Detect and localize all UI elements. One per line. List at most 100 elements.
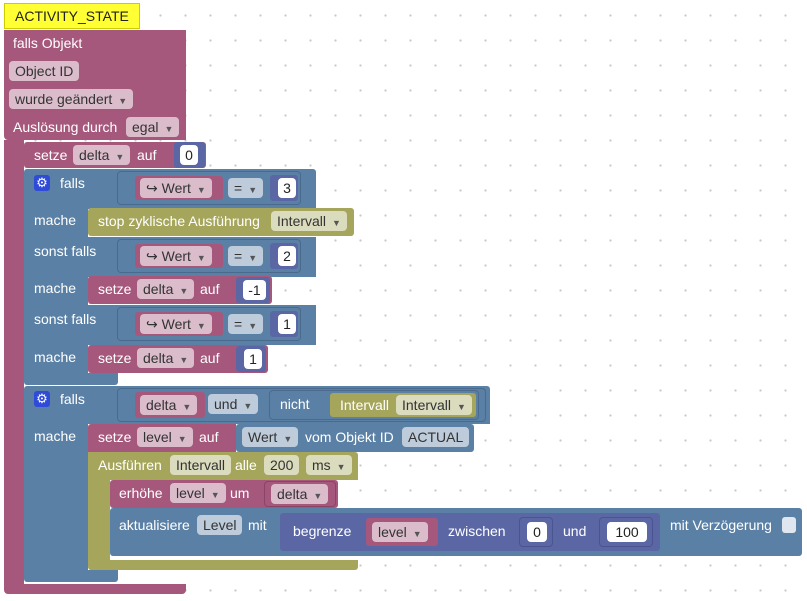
operator-dropdown[interactable]: = ▼ [228,246,264,266]
change-dropdown[interactable]: wurde geändert ▼ [9,89,134,109]
number-value[interactable]: 1 [244,349,262,369]
trigger-by-dropdown[interactable]: egal ▼ [126,117,180,137]
number-value[interactable]: 1 [278,314,296,334]
interval-exec-spine [88,480,110,560]
set-auf-label: auf [199,429,219,445]
set-label: setze [98,429,132,445]
mache-label: mache [34,349,77,365]
dropdown-arrow-icon: ▼ [336,462,346,472]
if-block-2-footer [24,570,118,582]
value-dropdown-label: ↪ Wert [146,316,191,332]
operator-value: = [234,180,243,196]
operator-value: = [234,248,243,264]
number-value[interactable]: 3 [278,178,296,198]
attr-dropdown[interactable]: Wert ▼ [242,427,299,447]
if-block-1-mache-row [24,277,88,305]
clamp-high-value[interactable]: 100 [607,522,647,542]
operator-value: = [234,316,243,332]
gear-icon[interactable]: ⚙ [34,391,50,407]
var-value: delta [146,397,177,413]
attr-value: Wert [248,429,278,445]
clamp-label: begrenze [293,523,352,539]
else-if-label: sonst falls [34,311,97,327]
from-object-label: vom Objekt ID [305,429,394,445]
set-var-dropdown[interactable]: level ▼ [137,427,193,447]
unit-dropdown[interactable]: ms ▼ [306,455,352,475]
stop-var-value: Intervall [277,213,327,229]
dropdown-arrow-icon: ▼ [248,185,258,195]
between-label: zwischen [448,523,506,539]
trigger-hat-label[interactable]: ACTIVITY_STATE [4,3,140,29]
unit-value: ms [312,457,331,473]
number-value[interactable]: -1 [243,280,266,300]
dropdown-arrow-icon: ▼ [243,401,253,411]
value-dropdown[interactable]: ↪ Wert ▼ [140,178,212,198]
value-dropdown[interactable]: ↪ Wert ▼ [140,246,212,266]
update-object-field[interactable]: Level [197,515,243,535]
dropdown-arrow-icon: ▼ [248,321,258,331]
dropdown-arrow-icon: ▼ [182,402,192,412]
clamp-low-value[interactable]: 0 [527,522,547,542]
set-var-dropdown[interactable]: delta ▼ [137,348,195,368]
gear-icon[interactable]: ⚙ [34,175,50,191]
interval-label: Intervall [340,397,390,413]
exec-label: Ausführen [98,457,162,473]
update-label: aktualisiere [119,517,190,533]
dropdown-arrow-icon: ▼ [248,253,258,263]
increment-var-value: level [176,485,205,501]
interval-var-value: Intervall [402,397,452,413]
interval-var-dropdown[interactable]: Intervall ▼ [396,395,472,415]
operator-dropdown[interactable]: = ▼ [228,178,264,198]
set-var-value: delta [143,281,174,297]
set-auf-label: auf [200,350,220,366]
dropdown-arrow-icon: ▼ [115,152,125,162]
dropdown-arrow-icon: ▼ [196,185,206,195]
set-var-dropdown[interactable]: delta ▼ [137,279,195,299]
mache-label: mache [34,212,77,228]
dropdown-arrow-icon: ▼ [177,434,187,444]
clamp-block[interactable] [280,513,660,551]
and-label: und [563,523,587,539]
operator-dropdown[interactable]: = ▼ [228,314,264,334]
logic-op-dropdown[interactable]: und ▼ [208,394,259,414]
stop-label: stop zyklische Ausführung [98,213,260,229]
delay-checkbox[interactable] [782,517,796,533]
dropdown-arrow-icon: ▼ [196,253,206,263]
object-id-field[interactable]: ACTUAL [402,427,470,447]
else-if-label: sonst falls [34,243,97,259]
var-dropdown[interactable]: delta ▼ [140,395,198,415]
interval-value-field[interactable]: 200 [264,455,300,475]
trigger-by-value: egal [132,119,159,135]
object-id-field[interactable]: Object ID [9,61,80,81]
logic-op-value: und [214,396,238,412]
if-block-1-mache-row [24,209,88,237]
change-dropdown-value: wurde geändert [15,91,113,107]
trigger-block-spine [4,140,24,584]
dropdown-arrow-icon: ▼ [210,490,220,500]
set-var-value: delta [143,350,174,366]
dropdown-arrow-icon: ▼ [118,96,128,106]
set-var-value: level [143,429,172,445]
dropdown-arrow-icon: ▼ [412,529,422,539]
exec-var-field[interactable]: Intervall [170,455,232,475]
delta-var-value: delta [277,486,308,502]
delta-var-dropdown[interactable]: delta ▼ [271,484,329,504]
delay-label: mit Verzögerung [670,517,772,533]
set-auf-label: auf [137,147,157,163]
dropdown-arrow-icon: ▼ [332,218,341,228]
if-block-2-mache-area [24,424,88,570]
set-var-value: delta [79,147,110,163]
set-var-dropdown[interactable]: delta ▼ [73,145,131,165]
dropdown-arrow-icon: ▼ [164,124,174,134]
hat-text: ACTIVITY_STATE [15,8,129,24]
if-block-1-footer [24,373,118,385]
stop-var-dropdown[interactable]: Intervall ▼ [271,211,347,231]
number-value[interactable]: 0 [180,145,198,165]
trigger-block-footer [4,584,186,594]
dropdown-arrow-icon: ▼ [196,321,206,331]
value-dropdown[interactable]: ↪ Wert ▼ [140,314,212,334]
number-value[interactable]: 2 [278,246,296,266]
every-label: alle [235,457,257,473]
clamp-var-dropdown[interactable]: level ▼ [372,522,428,542]
increment-var-dropdown[interactable]: level ▼ [170,483,226,503]
